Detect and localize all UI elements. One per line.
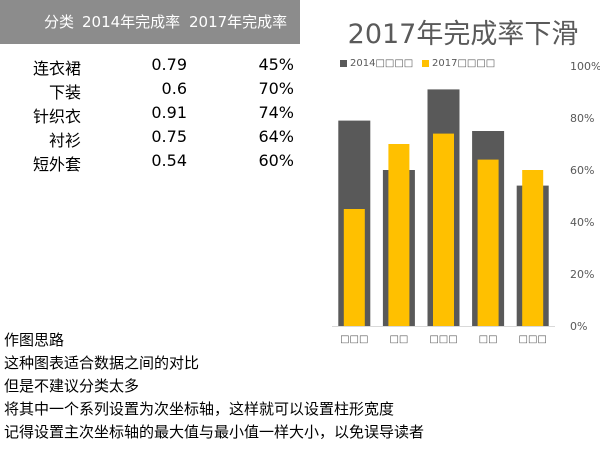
note-line: 记得设置主次坐标轴的最大值与最小值一样大小，以免误导读者 xyxy=(4,423,425,441)
x-tick-label: □□□ xyxy=(340,334,368,345)
cell-2014-rate: 0.79 xyxy=(151,55,187,74)
legend-swatch-2017 xyxy=(422,59,429,67)
cell-category: 针织衣 xyxy=(32,107,81,126)
x-tick-label: □□□ xyxy=(429,334,457,345)
header-2014-rate: 2014年完成率 xyxy=(82,13,181,31)
y-tick-label: 40% xyxy=(570,216,594,229)
table-row: 连衣裙 0.79 45% xyxy=(0,55,300,79)
bar-2017 xyxy=(388,144,410,326)
note-line: 将其中一个系列设置为次坐标轴，这样就可以设置柱形宽度 xyxy=(4,400,395,418)
table-row: 针织衣 0.91 74% xyxy=(0,103,300,127)
y-tick-label: 80% xyxy=(570,112,594,125)
legend-item-2017: 2017□□□□ xyxy=(422,58,495,69)
table-header: 分类 2014年完成率 2017年完成率 xyxy=(0,0,300,44)
cell-2014-rate: 0.6 xyxy=(161,79,187,98)
table-row: 下装 0.6 70% xyxy=(0,79,300,103)
note-heading: 作图思路 xyxy=(4,331,65,349)
bar-2017 xyxy=(343,209,365,326)
y-tick-label: 100% xyxy=(570,60,600,73)
cell-2017-rate: 74% xyxy=(258,103,294,122)
cell-category: 连衣裙 xyxy=(32,59,81,78)
header-2017-rate: 2017年完成率 xyxy=(189,13,288,31)
header-category: 分类 xyxy=(44,13,75,31)
cell-category: 短外套 xyxy=(32,155,81,174)
cell-2017-rate: 60% xyxy=(258,151,294,170)
y-tick-label: 0% xyxy=(570,320,587,333)
cell-2017-rate: 64% xyxy=(258,127,294,146)
legend-label-2017: 2017□□□□ xyxy=(432,58,496,69)
y-tick-label: 20% xyxy=(570,268,594,281)
legend-label-2014: 2014□□□□ xyxy=(350,58,414,69)
table-row: 短外套 0.54 60% xyxy=(0,151,300,175)
notes: 作图思路 这种图表适合数据之间的对比 但是不建议分类太多 将其中一个系列设置为次… xyxy=(4,329,424,444)
note-line: 这种图表适合数据之间的对比 xyxy=(4,354,200,372)
legend-item-2014: 2014□□□□ xyxy=(340,58,413,69)
bar-2017 xyxy=(522,170,544,326)
bar-2017 xyxy=(477,159,499,326)
note-line: 但是不建议分类太多 xyxy=(4,377,140,395)
cell-category: 下装 xyxy=(48,83,81,102)
cell-2014-rate: 0.54 xyxy=(151,151,187,170)
bar-2017 xyxy=(433,133,454,326)
table-row: 衬衫 0.75 64% xyxy=(0,127,300,151)
x-tick-label: □□□ xyxy=(519,334,547,345)
y-tick-label: 60% xyxy=(570,164,594,177)
cell-2017-rate: 70% xyxy=(258,79,294,98)
legend-swatch-2014 xyxy=(340,59,347,67)
x-tick-label: □□ xyxy=(389,334,408,345)
chart-title: 2017年完成率下滑 xyxy=(347,19,579,50)
x-tick-label: □□ xyxy=(479,334,498,345)
cell-category: 衬衫 xyxy=(48,131,81,150)
cell-2014-rate: 0.91 xyxy=(151,103,187,122)
cell-2017-rate: 45% xyxy=(258,55,294,74)
cell-2014-rate: 0.75 xyxy=(151,127,187,146)
